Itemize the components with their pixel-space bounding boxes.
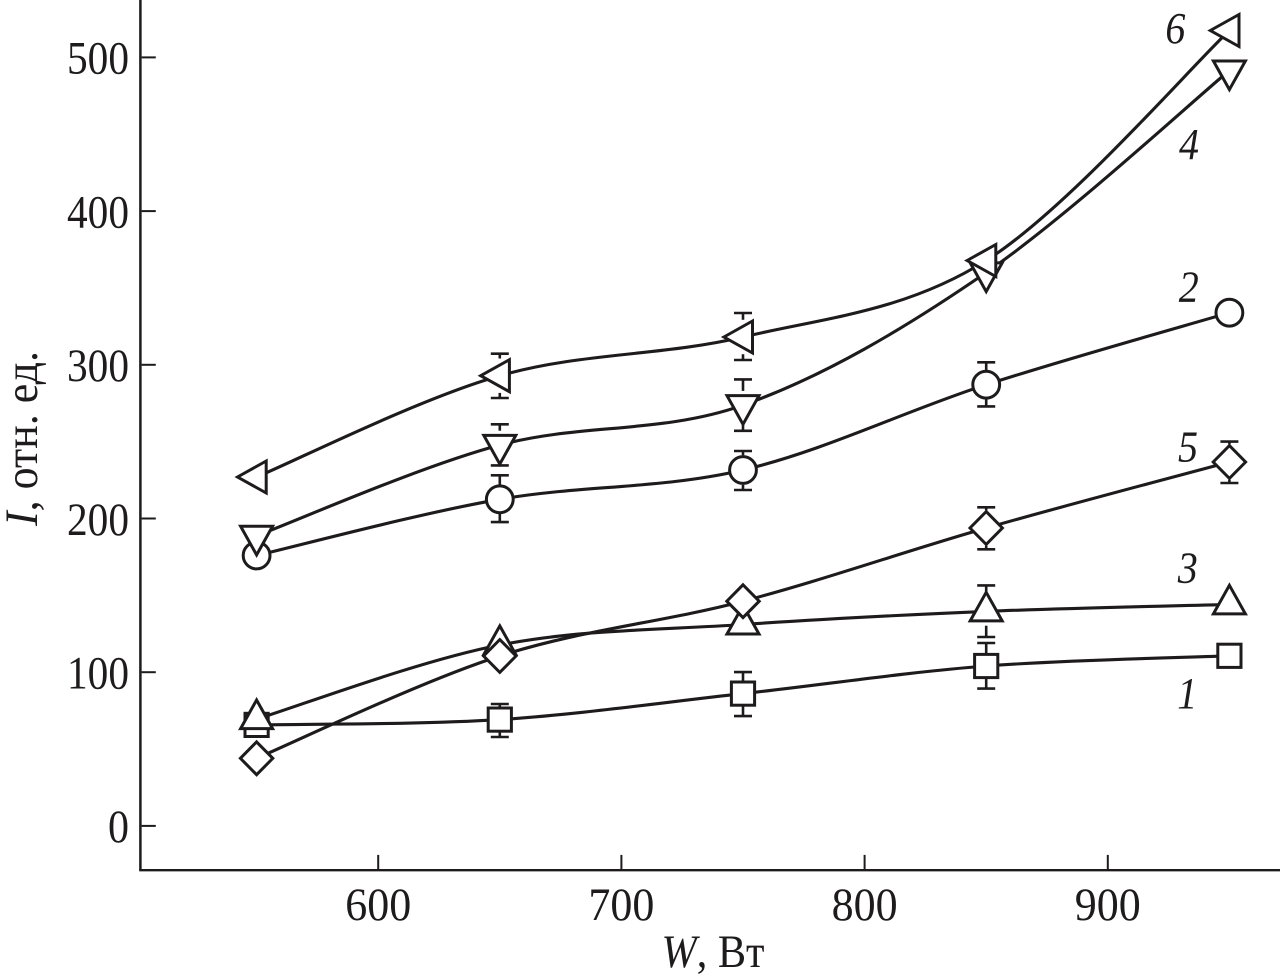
svg-text:200: 200 bbox=[67, 494, 129, 546]
svg-text:500: 500 bbox=[67, 33, 129, 85]
svg-text:I, отн. ед.: I, отн. ед. bbox=[0, 351, 48, 527]
svg-text:1: 1 bbox=[1177, 669, 1197, 718]
svg-text:W, Вт: W, Вт bbox=[662, 926, 765, 978]
svg-text:4: 4 bbox=[1179, 120, 1199, 169]
svg-text:5: 5 bbox=[1178, 423, 1198, 472]
svg-text:6: 6 bbox=[1165, 4, 1185, 53]
svg-text:2: 2 bbox=[1179, 263, 1199, 312]
svg-text:700: 700 bbox=[588, 879, 654, 931]
svg-text:0: 0 bbox=[108, 801, 129, 853]
svg-text:600: 600 bbox=[345, 879, 411, 931]
svg-text:900: 900 bbox=[1075, 879, 1141, 931]
svg-text:100: 100 bbox=[67, 648, 129, 700]
svg-text:400: 400 bbox=[67, 186, 129, 238]
svg-text:300: 300 bbox=[67, 340, 129, 392]
svg-text:3: 3 bbox=[1177, 544, 1198, 593]
svg-text:800: 800 bbox=[832, 879, 898, 931]
